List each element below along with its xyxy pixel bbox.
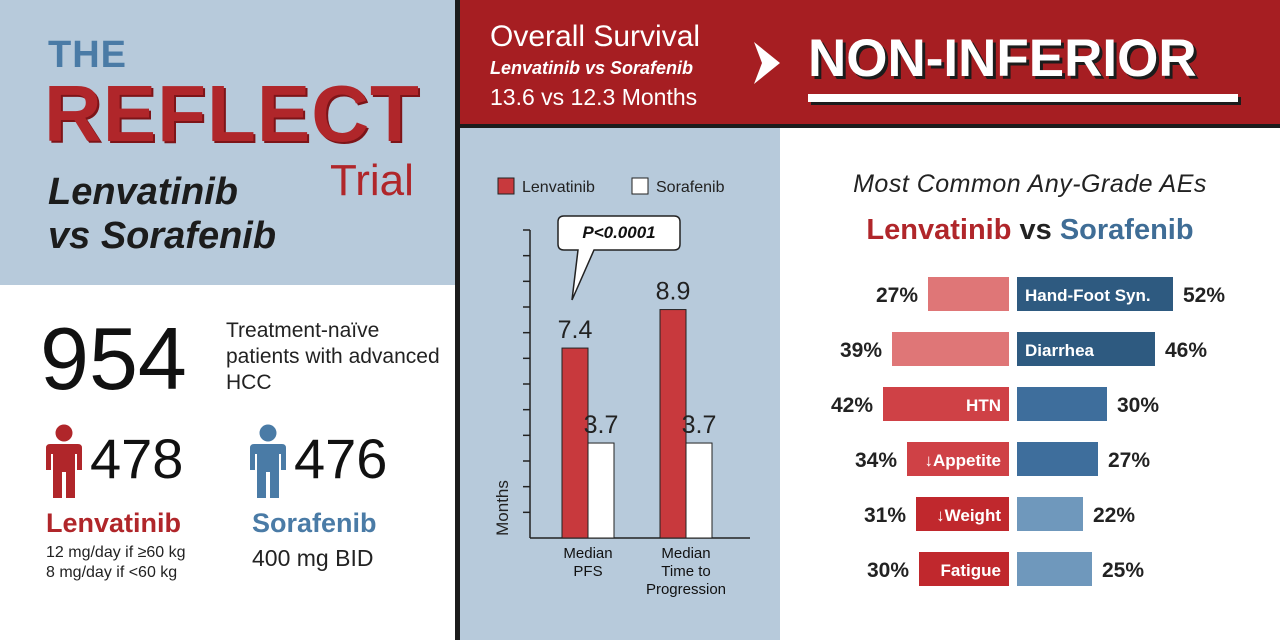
ae-bar-sorafenib xyxy=(1017,552,1092,586)
lenvatinib-dose-line1: 12 mg/day if ≥60 kg xyxy=(46,544,186,561)
ae-arm-lenvatinib: Lenvatinib xyxy=(866,214,1012,246)
value-label: 7.4 xyxy=(558,316,593,344)
ae-title: Most Common Any-Grade AEs xyxy=(853,170,1207,198)
banner-divider xyxy=(460,124,1280,128)
bar-lenvatinib xyxy=(561,347,589,539)
ae-bar-lenvatinib xyxy=(892,332,1009,366)
category-label: Time to xyxy=(661,563,710,580)
panel-divider xyxy=(455,0,460,640)
value-label: 3.7 xyxy=(584,411,619,439)
legend-swatch-lenvatinib xyxy=(497,177,515,195)
p-value-label: P<0.0001 xyxy=(582,223,655,242)
total-patients: 954 xyxy=(40,309,187,408)
legend-label-lenvatinib: Lenvatinib xyxy=(522,179,595,196)
ae-bar-lenvatinib xyxy=(919,552,1009,586)
ae-arm-comparison: Lenvatinib vs Sorafenib xyxy=(780,214,1280,247)
p-value-callout: P<0.0001 xyxy=(557,215,681,301)
ae-bar-sorafenib xyxy=(1017,277,1173,311)
ae-value-lenvatinib: 30% xyxy=(867,559,909,582)
ae-category-label: ↓Weight xyxy=(936,506,1001,525)
ae-value-lenvatinib: 39% xyxy=(840,339,882,362)
value-label: 3.7 xyxy=(682,411,717,439)
ae-value-sorafenib: 22% xyxy=(1093,504,1135,527)
lenvatinib-dose-line2: 8 mg/day if <60 kg xyxy=(46,564,178,581)
lenvatinib-dose: 12 mg/day if ≥60 kg 8 mg/day if <60 kg xyxy=(46,543,186,583)
sorafenib-count: 476 xyxy=(294,427,388,490)
verdict-underline xyxy=(808,94,1238,102)
ae-category-label: Fatigue xyxy=(941,561,1001,580)
ae-category-label: HTN xyxy=(966,396,1001,415)
ae-value-lenvatinib: 34% xyxy=(855,449,897,472)
y-axis-label: Months xyxy=(493,480,512,536)
ae-value-sorafenib: 52% xyxy=(1183,284,1225,307)
category-label: Median xyxy=(661,545,710,562)
category-label: Median xyxy=(563,545,612,562)
ae-bar-sorafenib xyxy=(1017,442,1098,476)
ae-value-sorafenib: 27% xyxy=(1108,449,1150,472)
category-label: Progression xyxy=(646,581,726,598)
ae-vs: vs xyxy=(1019,214,1052,246)
os-verdict: NON-INFERIOR xyxy=(808,29,1197,88)
efficacy-chart-panel xyxy=(460,128,780,640)
ae-category-label: Diarrhea xyxy=(1025,341,1095,360)
trial-word: Trial xyxy=(330,156,414,205)
ae-bar-lenvatinib xyxy=(907,442,1009,476)
ae-bar-lenvatinib xyxy=(928,277,1009,311)
ae-value-lenvatinib: 27% xyxy=(876,284,918,307)
ae-bar-sorafenib xyxy=(1017,387,1107,421)
population-description: Treatment-naïve patients with advanced H… xyxy=(226,319,440,394)
ae-category-label: Hand-Foot Syn. xyxy=(1025,286,1151,305)
ae-value-sorafenib: 30% xyxy=(1117,394,1159,417)
category-label: PFS xyxy=(573,563,602,580)
os-months: 13.6 vs 12.3 Months xyxy=(490,84,698,110)
lenvatinib-count: 478 xyxy=(90,427,184,490)
ae-value-sorafenib: 25% xyxy=(1102,559,1144,582)
os-comparison: Lenvatinib vs Sorafenib xyxy=(490,58,694,78)
ae-arm-sorafenib: Sorafenib xyxy=(1059,214,1194,246)
bar-lenvatinib xyxy=(659,309,687,539)
subtitle-line1: Lenvatinib xyxy=(48,171,239,213)
bar-sorafenib xyxy=(685,442,713,539)
sorafenib-arm-label: Sorafenib xyxy=(252,508,377,538)
y-axis xyxy=(523,229,750,539)
legend-swatch-sorafenib xyxy=(631,177,649,195)
bar-sorafenib xyxy=(587,442,615,539)
trial-header-panel xyxy=(0,0,455,285)
person-icon-lenvatinib xyxy=(46,424,82,498)
subtitle-line2: vs Sorafenib xyxy=(48,215,277,257)
lenvatinib-arm-label: Lenvatinib xyxy=(46,508,182,538)
efficacy-bar-chart: Lenvatinib Sorafenib P<0.0001 Months 7.4… xyxy=(493,177,750,598)
person-icon-sorafenib xyxy=(250,424,286,498)
ae-bar-sorafenib xyxy=(1017,332,1155,366)
title-the: THE xyxy=(48,34,127,76)
ae-bar-lenvatinib xyxy=(883,387,1009,421)
ae-bar-lenvatinib xyxy=(916,497,1009,531)
ae-category-label: ↓Appetite xyxy=(925,451,1002,470)
trial-subtitle: Lenvatinib vs Sorafenib xyxy=(48,170,276,258)
sorafenib-dose: 400 mg BID xyxy=(252,545,374,571)
ae-value-lenvatinib: 42% xyxy=(831,394,873,417)
ae-bar-sorafenib xyxy=(1017,497,1083,531)
chevron-right-icon xyxy=(754,42,780,84)
adverse-events-chart: Hand-Foot Syn. 27% 52% Diarrhea 39% 46% HTN 42%… xyxy=(831,277,1225,586)
trial-name: REFLECT xyxy=(44,69,420,158)
value-label: 8.9 xyxy=(656,278,691,306)
os-title: Overall Survival xyxy=(490,20,701,53)
enrollment-panel xyxy=(0,285,455,640)
overall-survival-banner xyxy=(460,0,1280,124)
ae-value-lenvatinib: 31% xyxy=(864,504,906,527)
ae-value-sorafenib: 46% xyxy=(1165,339,1207,362)
legend-label-sorafenib: Sorafenib xyxy=(656,179,725,196)
